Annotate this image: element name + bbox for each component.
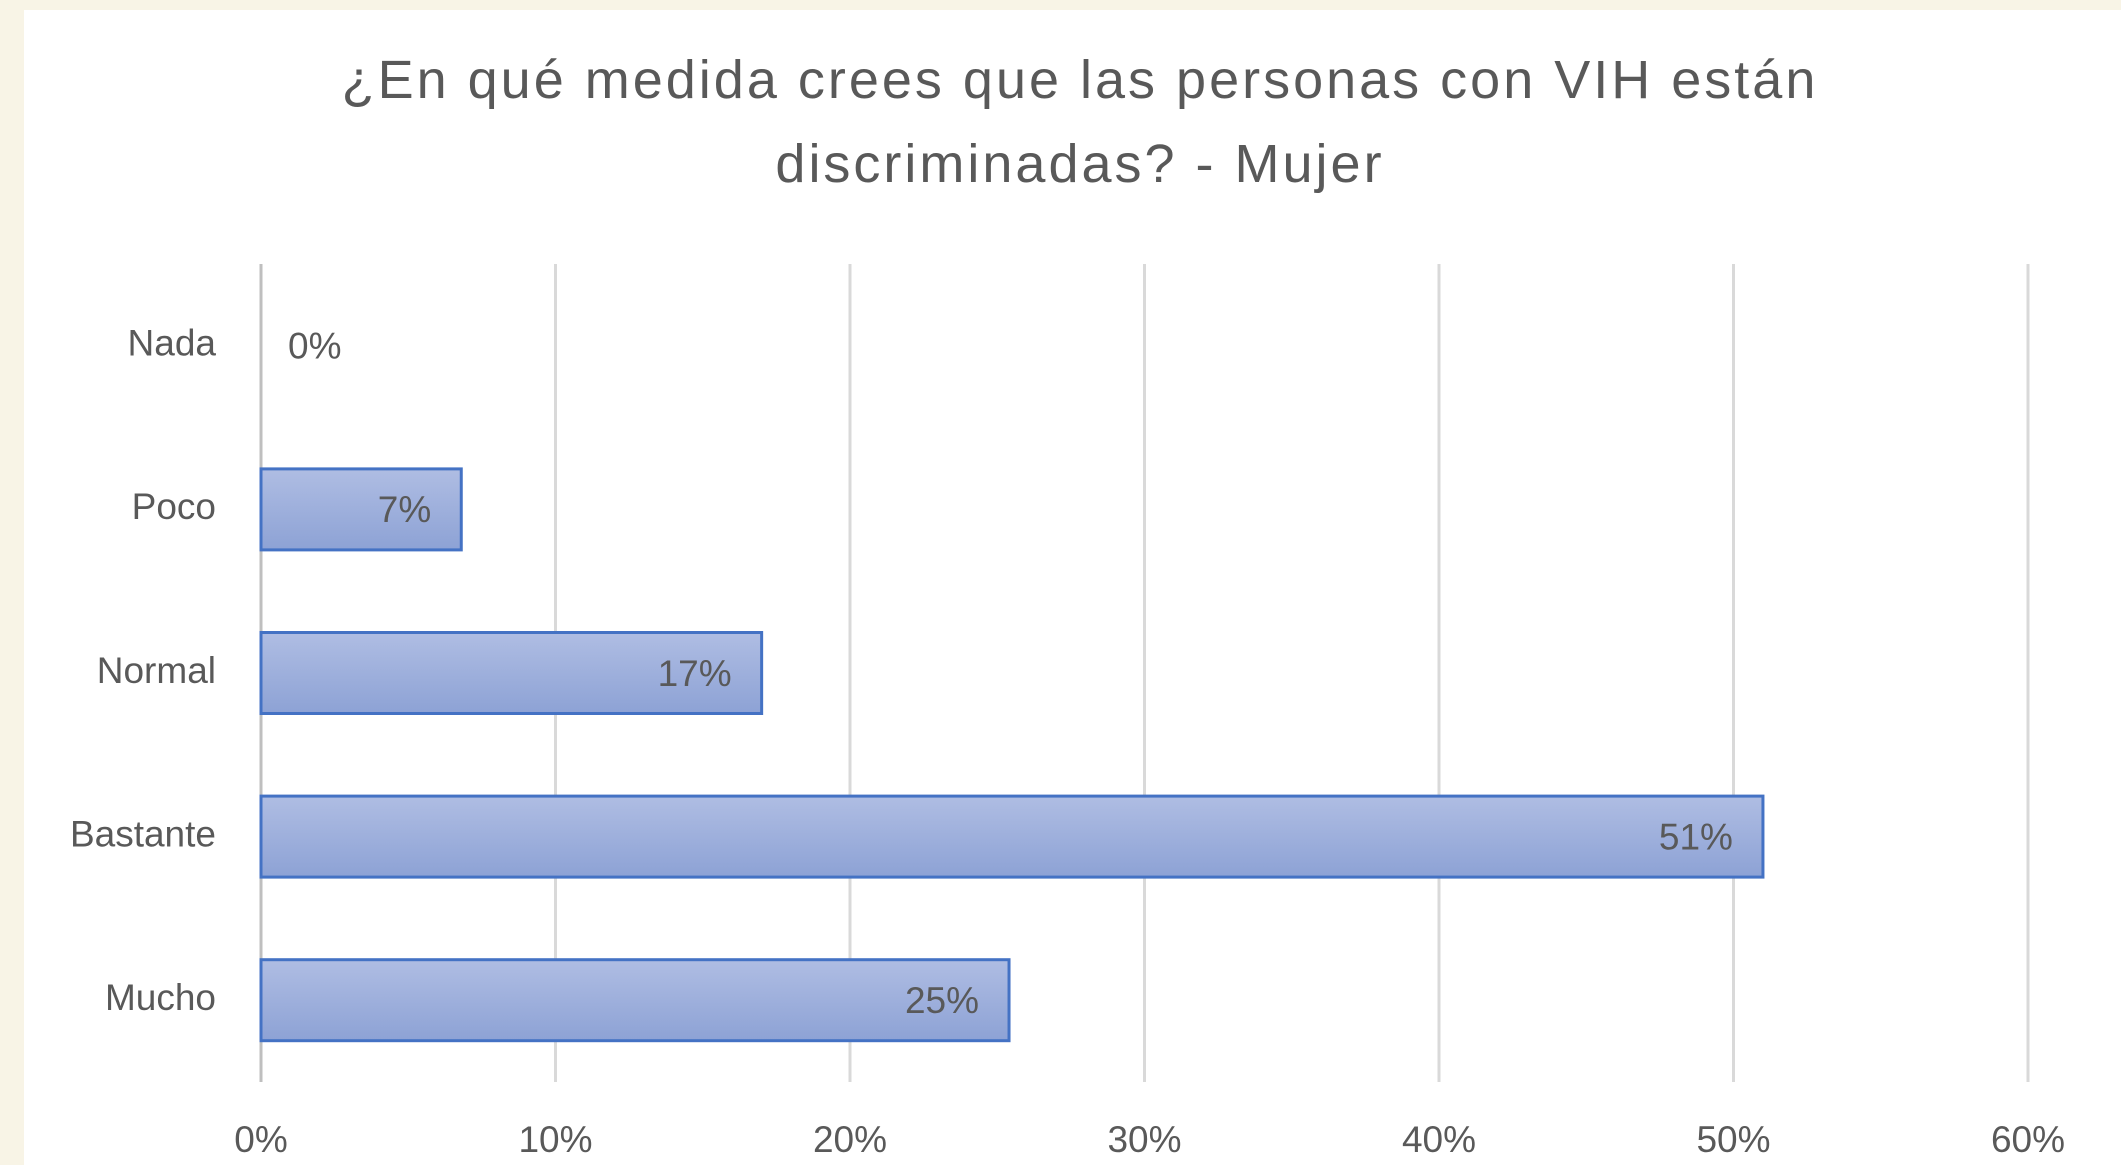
data-label: 51% — [1659, 816, 1733, 857]
bar — [259, 794, 1765, 879]
data-label: 25% — [905, 980, 979, 1021]
data-label: 0% — [288, 326, 341, 367]
x-tick-label: 50% — [1696, 1119, 1770, 1160]
bar — [259, 631, 764, 715]
x-tick-label: 30% — [1107, 1119, 1181, 1160]
x-tick-label: 0% — [234, 1119, 287, 1160]
x-tick-label: 10% — [518, 1119, 592, 1160]
x-tick-label: 40% — [1402, 1119, 1476, 1160]
chart-title: ¿En qué medida crees que las personas co… — [341, 50, 1819, 194]
data-label: 7% — [378, 489, 431, 530]
y-tick-label: Poco — [132, 486, 216, 527]
bar — [259, 467, 463, 552]
y-tick-label: Bastante — [70, 813, 216, 854]
y-tick-label: Nada — [128, 323, 217, 364]
data-label: 17% — [658, 653, 732, 694]
y-tick-label: Normal — [97, 650, 216, 691]
x-tick-label: 20% — [813, 1119, 887, 1160]
bar — [259, 958, 1011, 1043]
x-tick-label: 60% — [1991, 1119, 2065, 1160]
y-tick-label: Mucho — [105, 977, 216, 1018]
